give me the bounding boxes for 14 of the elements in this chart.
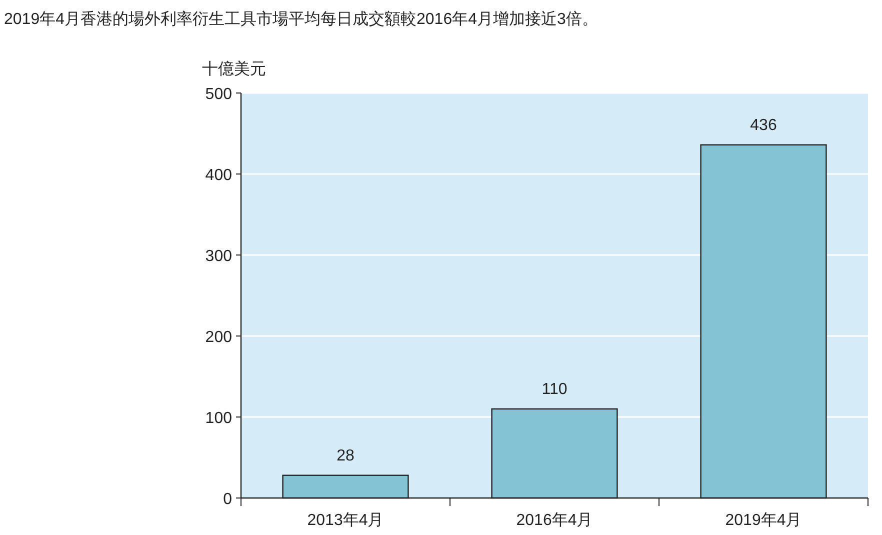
y-tick-label: 0: [223, 491, 232, 508]
y-tick-label: 300: [205, 248, 232, 265]
data-label: 110: [542, 380, 568, 398]
chart-title: 2019年4月香港的場外利率衍生工具市場平均每日成交額較2016年4月增加接近3倍。: [4, 10, 598, 28]
data-label: 28: [336, 447, 354, 464]
y-tick-label: 200: [205, 329, 232, 346]
x-tick-label: 2016年4月: [516, 512, 593, 529]
x-tick-label: 2013年4月: [307, 512, 384, 529]
data-label: 436: [750, 116, 777, 134]
y-tick-label: 500: [205, 86, 232, 103]
x-tick-label: 2019年4月: [725, 512, 802, 529]
y-tick-label: 100: [205, 410, 232, 427]
y-tick-label: 400: [205, 167, 232, 184]
y-axis-title: 十億美元: [202, 60, 266, 78]
